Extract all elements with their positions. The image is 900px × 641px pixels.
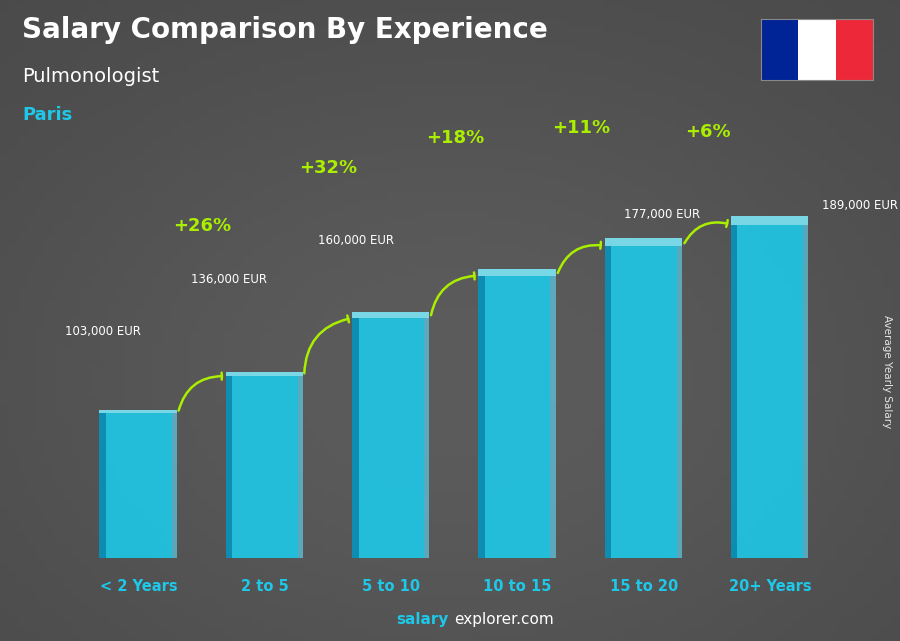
- Bar: [358, 318, 424, 558]
- Text: 15 to 20: 15 to 20: [610, 579, 678, 594]
- Text: +6%: +6%: [685, 123, 730, 141]
- Text: +32%: +32%: [300, 159, 357, 177]
- Text: 5 to 10: 5 to 10: [363, 579, 420, 594]
- Text: Salary Comparison By Experience: Salary Comparison By Experience: [22, 16, 548, 44]
- Bar: [731, 224, 737, 558]
- Bar: [731, 216, 808, 224]
- Bar: [226, 376, 232, 558]
- Text: 20+ Years: 20+ Years: [729, 579, 812, 594]
- Bar: [106, 413, 172, 558]
- Text: +26%: +26%: [174, 217, 231, 235]
- Bar: [551, 276, 555, 558]
- Bar: [611, 246, 677, 558]
- Text: < 2 Years: < 2 Years: [100, 579, 177, 594]
- Bar: [760, 19, 798, 80]
- Bar: [605, 238, 682, 246]
- Text: 136,000 EUR: 136,000 EUR: [192, 273, 267, 286]
- Bar: [226, 372, 303, 376]
- Bar: [798, 19, 835, 80]
- Bar: [605, 246, 611, 558]
- Bar: [803, 224, 808, 558]
- Bar: [478, 269, 555, 276]
- Text: +18%: +18%: [426, 129, 484, 147]
- Text: 160,000 EUR: 160,000 EUR: [318, 234, 393, 247]
- Bar: [737, 224, 803, 558]
- Bar: [352, 312, 429, 318]
- Text: Average Yearly Salary: Average Yearly Salary: [881, 315, 892, 428]
- Text: Pulmonologist: Pulmonologist: [22, 67, 160, 87]
- Bar: [99, 413, 106, 558]
- Bar: [485, 276, 551, 558]
- Bar: [298, 376, 303, 558]
- Bar: [835, 19, 873, 80]
- Text: +11%: +11%: [553, 119, 610, 137]
- Bar: [232, 376, 298, 558]
- Text: salary: salary: [396, 612, 448, 627]
- Text: 177,000 EUR: 177,000 EUR: [624, 208, 700, 221]
- Text: 2 to 5: 2 to 5: [241, 579, 289, 594]
- Bar: [424, 318, 429, 558]
- Bar: [99, 410, 177, 413]
- Bar: [352, 318, 358, 558]
- Bar: [677, 246, 682, 558]
- Text: explorer.com: explorer.com: [454, 612, 554, 627]
- Text: 103,000 EUR: 103,000 EUR: [65, 324, 141, 338]
- Text: 189,000 EUR: 189,000 EUR: [823, 199, 898, 212]
- Text: 10 to 15: 10 to 15: [483, 579, 552, 594]
- Bar: [478, 276, 485, 558]
- Bar: [172, 413, 177, 558]
- Text: Paris: Paris: [22, 106, 73, 124]
